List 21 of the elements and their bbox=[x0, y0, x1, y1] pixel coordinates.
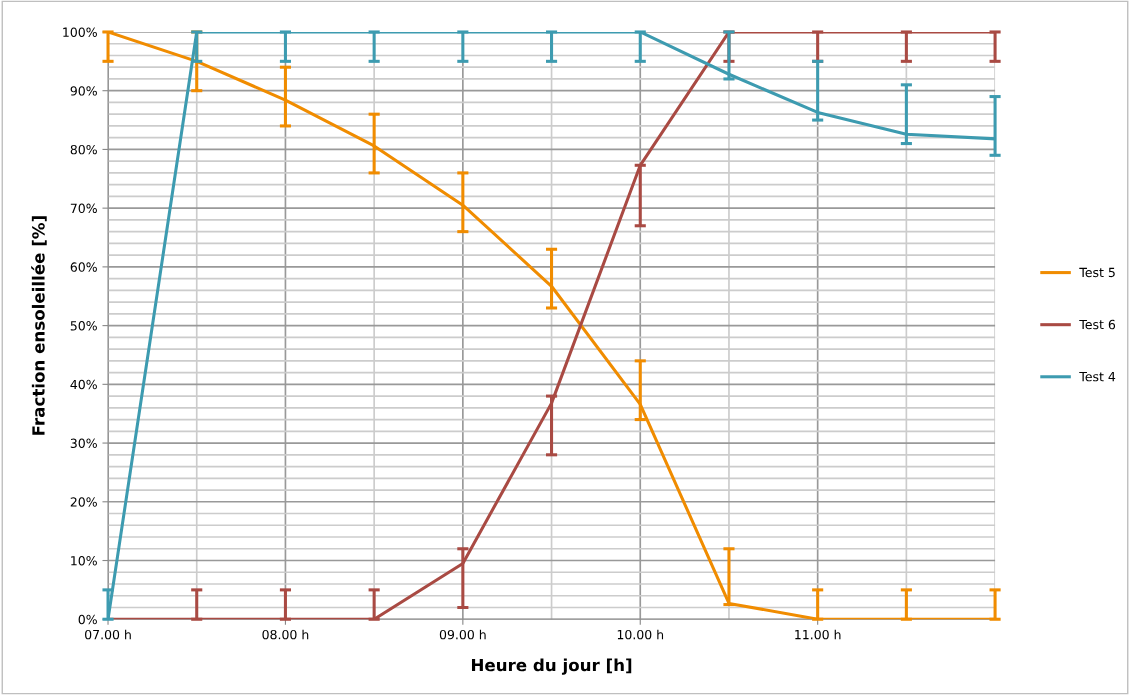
y-tick-label: 0% bbox=[78, 614, 97, 625]
y-axis-title: Fraction ensoleillée [%] bbox=[31, 216, 47, 435]
y-tick-label: 90% bbox=[70, 86, 97, 96]
x-tick-label: 09.00 h bbox=[439, 629, 486, 640]
x-axis-title: Heure du jour [h] bbox=[471, 658, 632, 675]
legend-label: Test 5 bbox=[1079, 267, 1115, 278]
y-tick-label: 100% bbox=[63, 27, 97, 37]
legend-label: Test 6 bbox=[1079, 319, 1116, 330]
y-tick-label: 70% bbox=[70, 203, 97, 214]
y-tick-label: 30% bbox=[70, 438, 97, 448]
x-tick-label: 08.00 h bbox=[262, 629, 309, 640]
y-tick-label: 40% bbox=[70, 379, 97, 390]
x-tick-label: 07.00 h bbox=[85, 629, 131, 640]
y-tick-label: 20% bbox=[70, 497, 97, 507]
y-tick-label: 60% bbox=[70, 262, 97, 272]
y-tick-label: 10% bbox=[71, 555, 97, 566]
x-tick-label: 11.00 h bbox=[795, 629, 841, 640]
y-tick-label: 50% bbox=[70, 321, 97, 331]
legend-label: Test 4 bbox=[1079, 372, 1116, 382]
y-tick-label: 80% bbox=[70, 144, 97, 155]
x-tick-label: 10.00 h bbox=[617, 629, 664, 640]
